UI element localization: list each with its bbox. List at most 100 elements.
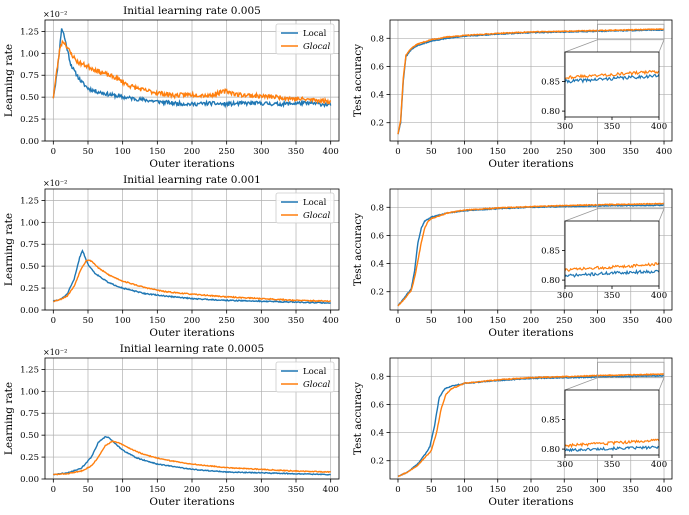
panel-acc-0005-xtick-label: 0 <box>395 147 400 157</box>
panel-acc-00005-inset-ytick-label: 0.85 <box>541 416 560 426</box>
panel-lr-0001-title: Initial learning rate 0.001 <box>123 174 261 186</box>
panel-acc-0001-xtick-label: 200 <box>523 316 539 326</box>
panel-acc-00005-ytick-label: 0.8 <box>370 372 384 382</box>
panel-lr-00005-xtick-label: 50 <box>83 485 94 495</box>
panel-lr-0001-sci-label: ×10⁻² <box>43 179 67 188</box>
panel-lr-0001-xtick-label: 0 <box>51 316 56 326</box>
panel-lr-0001-ytick-label: 0.75 <box>20 240 39 250</box>
panel-acc-00005-xtick-label: 250 <box>556 485 572 495</box>
panel-acc-0001-inset-ytick-label: 0.80 <box>541 276 560 286</box>
panel-acc-0005-ytick-label: 0.4 <box>370 91 384 101</box>
panel-acc-00005-ylabel: Test accuracy <box>352 382 364 455</box>
panel-acc-0005-inset: 300 350 400 0.80 0.85 <box>541 23 667 132</box>
panel-lr-00005-ylabel: Learning rate <box>3 382 15 455</box>
panel-lr-0005-series-glocal <box>52 39 332 105</box>
panel-lr-0005-xtick-label: 50 <box>83 147 94 157</box>
panel-acc-0001-xtick-label: 300 <box>589 316 605 326</box>
panel-acc-00005-xtick-label: 150 <box>490 485 506 495</box>
panel-acc-00005-inset: 300 350 400 0.80 0.85 <box>541 361 667 470</box>
panel-acc-0005-xtick-label: 150 <box>490 147 506 157</box>
panel-acc-00005: 0 50 100 150 200 250 300 350 400 0.2 0.4 0.6 0.8 Oute… <box>352 357 673 508</box>
panel-acc-00005-inset-connector <box>658 377 665 391</box>
panel-acc-00005-series-glocal <box>397 373 665 478</box>
panel-acc-0005-inset-series-local <box>565 73 659 84</box>
panel-lr-0005-ytick-label: 1.25 <box>20 27 39 37</box>
panel-acc-0001-inset-series-local <box>565 268 659 278</box>
panel-lr-00005-ytick-label: 0.25 <box>20 453 39 463</box>
panel-lr-00005-xtick-label: 300 <box>253 485 269 495</box>
panel-acc-0001-inset-connector <box>564 208 598 222</box>
panel-acc-00005-ytick-label: 0.6 <box>370 400 384 410</box>
panel-lr-00005-legend-label-local: Local <box>303 367 327 377</box>
panel-lr-0005-xtick-label: 350 <box>288 147 304 157</box>
panel-lr-00005-xtick-label: 350 <box>288 485 304 495</box>
panel-acc-00005-xtick-label: 400 <box>656 485 672 495</box>
panel-lr-0005-ytick-label: 1.00 <box>20 49 39 59</box>
panel-lr-00005-xtick-label: 150 <box>149 485 165 495</box>
panel-acc-00005-xlabel: Outer iterations <box>488 496 573 508</box>
panel-lr-0001-xtick-label: 300 <box>253 316 269 326</box>
panel-acc-0005-ytick-label: 0.6 <box>370 62 384 72</box>
panel-acc-00005-inset-xtick-label: 300 <box>557 460 573 470</box>
panel-acc-0005-xtick-label: 350 <box>623 147 639 157</box>
panel-acc-00005-xtick-label: 50 <box>426 485 437 495</box>
panel-acc-00005-xtick-label: 350 <box>623 485 639 495</box>
panel-lr-0001-ytick-label: 1.25 <box>20 196 39 206</box>
panel-lr-00005-xtick-label: 100 <box>115 485 131 495</box>
panel-lr-0005-xtick-label: 100 <box>115 147 131 157</box>
panel-lr-0001-xtick-label: 50 <box>83 316 94 326</box>
panel-acc-0005: 0 50 100 150 200 250 300 350 400 0.2 0.4 0.6 0.8 Oute… <box>352 19 673 170</box>
panel-acc-0001: 0 50 100 150 200 250 300 350 400 0.2 0.4 0.6 0.8 Oute… <box>352 188 673 339</box>
panel-lr-0001-xtick-label: 400 <box>323 316 339 326</box>
panel-lr-0005-ylabel: Learning rate <box>3 44 15 117</box>
panel-lr-0005-xtick-label: 0 <box>51 147 56 157</box>
panel-acc-0001-inset-ytick-label: 0.85 <box>541 247 560 257</box>
panel-lr-00005-legend: Local Glocal <box>275 361 335 393</box>
panel-acc-00005-ytick-label: 0.2 <box>370 457 384 467</box>
panel-lr-0005-ytick-label: 0.75 <box>20 71 39 81</box>
panel-acc-0001-ylabel: Test accuracy <box>352 213 364 286</box>
panel-lr-0001-ytick-label: 1.00 <box>20 218 39 228</box>
panel-acc-00005-xtick-label: 200 <box>523 485 539 495</box>
panel-acc-0001-ytick-label: 0.2 <box>370 288 384 298</box>
panel-lr-00005-ytick-label: 0.75 <box>20 409 39 419</box>
panel-acc-00005-inset-xtick-label: 400 <box>651 460 667 470</box>
panel-acc-00005-inset-series-glocal <box>565 438 659 449</box>
panel-lr-00005-xtick-label: 0 <box>51 485 56 495</box>
panel-lr-00005-sci-label: ×10⁻² <box>43 348 67 357</box>
panel-acc-0005-xtick-label: 300 <box>589 147 605 157</box>
panel-lr-0001-xtick-label: 350 <box>288 316 304 326</box>
panel-lr-0001-legend-label-glocal: Glocal <box>303 211 330 221</box>
panel-acc-0001-inset-connector <box>658 208 665 222</box>
panel-acc-0005-ytick-label: 0.2 <box>370 119 384 129</box>
panel-lr-00005-xtick-label: 200 <box>184 485 200 495</box>
panel-acc-0005-inset-series-glocal <box>565 69 659 80</box>
panel-lr-00005-ytick-label: 1.00 <box>20 387 39 397</box>
panel-acc-0005-xtick-label: 50 <box>426 147 437 157</box>
panel-lr-0001-xtick-label: 200 <box>184 316 200 326</box>
panel-acc-0005-xtick-label: 200 <box>523 147 539 157</box>
panel-acc-0001-xlabel: Outer iterations <box>488 327 573 339</box>
panel-acc-00005-xtick-label: 0 <box>395 485 400 495</box>
panel-lr-00005-series-glocal <box>52 440 331 476</box>
panel-acc-0001-ytick-label: 0.8 <box>370 203 384 213</box>
panel-acc-0001-inset: 300 350 400 0.80 0.85 <box>541 192 667 301</box>
panel-acc-0005-inset-xtick-label: 300 <box>557 122 573 132</box>
panel-acc-00005-series-local <box>397 374 665 477</box>
panel-lr-00005-xtick-label: 250 <box>219 485 235 495</box>
panel-lr-0005-xtick-label: 400 <box>323 147 339 157</box>
panel-acc-0005-inset-connector <box>564 39 598 53</box>
panel-acc-00005-inset-indicator <box>597 361 665 379</box>
panel-lr-0001-ylabel: Learning rate <box>3 213 15 286</box>
panel-acc-0001-xtick-label: 250 <box>556 316 572 326</box>
panel-lr-0001-xtick-label: 250 <box>219 316 235 326</box>
panel-acc-0005-inset-bg <box>565 52 659 117</box>
panel-lr-0001-legend-label-local: Local <box>303 198 327 208</box>
panel-acc-00005-inset-ytick-label: 0.80 <box>541 445 560 455</box>
panel-lr-0001-xtick-label: 100 <box>115 316 131 326</box>
panel-lr-0001-xtick-label: 150 <box>149 316 165 326</box>
panel-lr-0005-xtick-label: 300 <box>253 147 269 157</box>
panel-lr-0005-legend-label-glocal: Glocal <box>303 42 330 52</box>
panel-acc-0001-xtick-label: 100 <box>456 316 472 326</box>
panel-lr-00005-ytick-label: 1.25 <box>20 365 39 375</box>
